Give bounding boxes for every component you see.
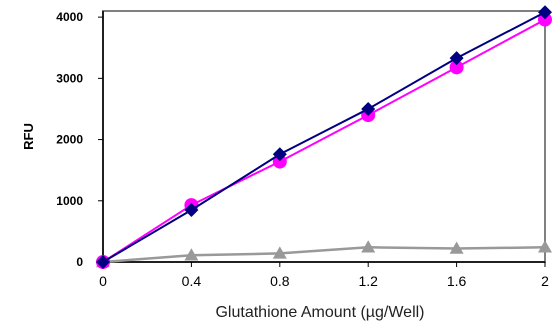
data-point-diamond <box>184 202 199 217</box>
series-line-diamond <box>102 11 546 263</box>
data-point-triangle <box>361 240 376 253</box>
data-point-circle <box>449 60 464 75</box>
x-tick-label: 0.8 <box>270 273 290 289</box>
data-point-diamond <box>96 255 110 269</box>
data-point-diamond <box>272 147 287 162</box>
y-axis-ticks: 0 1000 2000 3000 4000 <box>56 10 103 269</box>
x-tick-label: 2 <box>541 273 549 289</box>
series-line-triangle <box>102 246 546 264</box>
series-group <box>96 5 552 269</box>
y-tick-label: 3000 <box>56 71 83 85</box>
data-point-diamond <box>449 51 464 66</box>
x-axis-title: Glutathione Amount (µg/Well) <box>215 304 424 321</box>
data-point-triangle <box>272 246 287 259</box>
y-tick-label: 1000 <box>56 194 83 208</box>
series-diamond <box>96 5 552 269</box>
data-point-triangle <box>538 240 552 253</box>
series-triangle <box>96 240 552 268</box>
data-point-circle <box>272 154 287 169</box>
data-point-triangle <box>449 241 464 254</box>
data-point-diamond <box>538 5 552 20</box>
data-point-circle <box>538 12 552 27</box>
series-line-circle <box>102 18 546 263</box>
x-tick-label: 1.2 <box>358 273 378 289</box>
series-circle <box>96 12 552 269</box>
x-tick-label: 0.4 <box>182 273 202 289</box>
x-tick-label: 0 <box>99 273 107 289</box>
x-tick-label: 1.6 <box>447 273 467 289</box>
x-axis-ticks: 0 0.4 0.8 1.2 1.6 2 <box>99 262 549 289</box>
y-tick-label: 0 <box>76 255 83 269</box>
data-point-triangle <box>184 248 199 261</box>
y-tick-label: 4000 <box>56 10 83 24</box>
y-tick-label: 2000 <box>56 133 83 147</box>
plot-area-frame <box>102 10 546 263</box>
y-axis-title: RFU <box>21 123 36 150</box>
data-point-diamond <box>361 101 376 116</box>
